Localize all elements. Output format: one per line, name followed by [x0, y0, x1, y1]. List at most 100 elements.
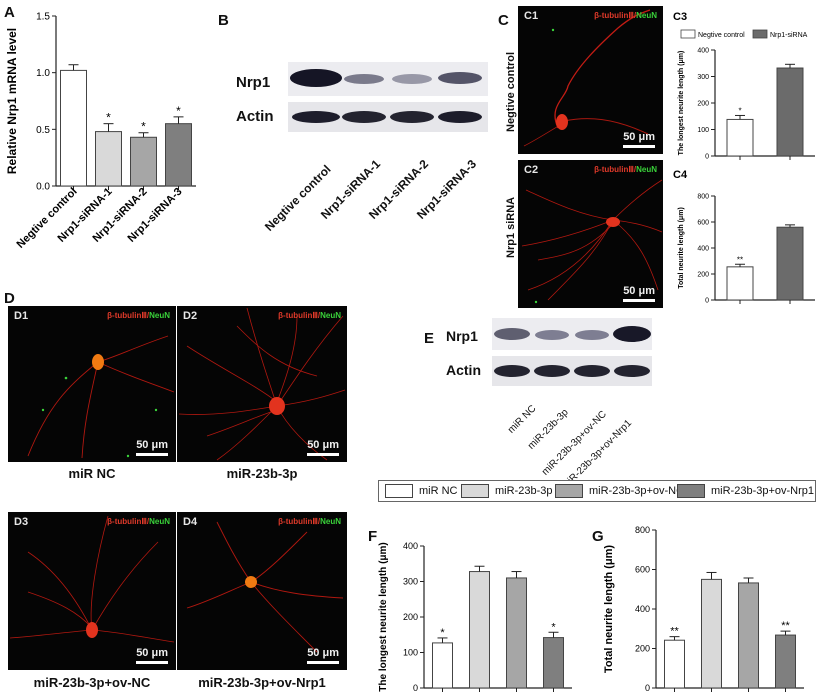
y-tick-label: 800 [635, 525, 650, 535]
band-e-nrp1-1 [494, 328, 530, 340]
blot-b-row-nrp1: Nrp1 [236, 74, 271, 91]
legend-swatch-1 [385, 484, 413, 498]
chart-c3-group: 0 100 200 300 400 The longest neurite length … [673, 11, 815, 160]
y-tick-label: 1.5 [36, 12, 50, 23]
c-row-label-top: Negtive control [505, 51, 517, 132]
y-tick-label: 0 [413, 683, 418, 693]
y-axis-label: Relative Nrp1 mRNA level [5, 28, 19, 174]
y-axis-label: Total neurite length (μm) [603, 545, 615, 673]
caption-d4: miR-23b-3p+ov-Nrp1 [198, 675, 326, 690]
bar-c3-2 [776, 67, 804, 157]
y-tick-label: 200 [697, 271, 709, 278]
micrograph-d2: D2 β-tubulinⅢ/NeuN 50 μm [177, 306, 347, 462]
panel-letter-b: B [218, 12, 229, 29]
band-e-nrp1-3 [575, 330, 609, 340]
y-tick-label: 0 [705, 297, 709, 304]
scale-bar-d2: 50 μm [307, 439, 339, 456]
y-tick-label: 800 [697, 193, 709, 200]
bar-c4-1 [726, 266, 754, 301]
stain-label-d3: β-tubulinⅢ/NeuN [107, 517, 170, 526]
band-b-actin-1 [292, 111, 340, 123]
y-tick-label: 0 [645, 683, 650, 693]
significance-mark: ** [670, 626, 679, 638]
chart-c4: 0 200 400 600 800 Total neurite length (μm) **… [673, 169, 815, 304]
micrograph-d2-tag: D2 [183, 310, 198, 322]
band-b-actin-2 [342, 111, 386, 123]
caption-d1: miR NC [68, 466, 116, 481]
legend-swatch-4 [677, 484, 705, 498]
legend-item-1: miR NC [385, 484, 458, 498]
micrograph-d1-tag: D1 [14, 310, 29, 322]
chart-c3: 0 100 200 300 400 The longest neurite length … [673, 11, 815, 160]
y-tick-label: 200 [697, 100, 709, 107]
panel-letter-f: F [368, 528, 378, 545]
chart-title: C4 [673, 169, 688, 181]
band-b-nrp1-1 [290, 69, 342, 87]
bar-g-4 [775, 634, 796, 689]
panel-letter-c: C [498, 12, 509, 29]
stain-label-c2: β-tubulinⅢ/NeuN [594, 165, 657, 174]
legend-label: Negtive control [698, 32, 745, 39]
bar-g-1 [664, 639, 685, 689]
bar-g-2 [701, 578, 722, 689]
bar-f-4 [543, 637, 564, 689]
panel-letter-d: D [4, 290, 15, 307]
chart-g-group: 0 200 400 600 800 Total neurite length (μm) **… [603, 525, 804, 693]
significance-mark: * [551, 621, 556, 633]
stain-label-d4: β-tubulinⅢ/NeuN [278, 517, 341, 526]
y-tick-label: 400 [697, 245, 709, 252]
chart-f-group: 0 100 200 300 400 The longest neurite length … [378, 541, 572, 693]
chart-title: C3 [673, 11, 687, 23]
significance-mark: * [176, 104, 181, 118]
legend-fg: miR NC miR-23b-3p miR-23b-3p+ov-NC miR-2… [378, 480, 816, 502]
y-tick-label: 300 [697, 74, 709, 81]
legend-item-2: miR-23b-3p [461, 484, 552, 498]
chart-f: 0 100 200 300 400 The longest neurite length … [378, 541, 572, 693]
blot-e-membrane [492, 318, 652, 386]
bar-c3-1 [726, 118, 754, 157]
band-e-actin-1 [494, 365, 530, 377]
y-axis-label: The longest neurite length (μm) [678, 51, 685, 156]
chart-g: 0 200 400 600 800 Total neurite length (μm) **… [603, 525, 804, 693]
y-tick-label: 300 [403, 577, 418, 587]
band-b-nrp1-3 [392, 74, 432, 84]
y-tick-label: 0 [705, 153, 709, 160]
band-b-actin-3 [390, 111, 434, 123]
legend-item-4: miR-23b-3p+ov-Nrp1 [677, 484, 814, 498]
c-row-label-bottom: Nrp1 siRNA [505, 196, 517, 258]
micrograph-d4: D4 β-tubulinⅢ/NeuN 50 μm [177, 512, 347, 670]
bar-f-1 [432, 642, 453, 689]
legend-swatch-2 [461, 484, 489, 498]
bar-a-1 [60, 69, 87, 187]
micrograph-c2: C2 β-tubulinⅢ/NeuN 50 μm [518, 160, 663, 308]
chart-c4-group: 0 200 400 600 800 Total neurite length (μm) **… [673, 169, 815, 304]
y-tick-label: 100 [697, 127, 709, 134]
band-b-nrp1-4 [438, 72, 482, 84]
panel-letter-g: G [592, 528, 604, 545]
significance-mark: ** [781, 620, 790, 632]
legend-swatch [680, 29, 696, 39]
y-axis-label: The longest neurite length (μm) [378, 542, 389, 691]
bar-c4-2 [776, 226, 804, 301]
micrograph-d1: D1 β-tubulinⅢ/NeuN 50 μm [8, 306, 176, 462]
band-e-actin-3 [574, 365, 610, 377]
band-e-nrp1-4 [613, 326, 651, 342]
band-b-actin-4 [438, 111, 482, 123]
legend-item-3: miR-23b-3p+ov-NC [555, 484, 684, 498]
chart-a: 0.0 0.5 1.0 1.5 Relative Nrp1 mRNA level Negt… [5, 12, 196, 250]
y-tick-label: 0.5 [36, 125, 50, 136]
caption-d3: miR-23b-3p+ov-NC [33, 675, 151, 690]
micrograph-d4-tag: D4 [183, 516, 198, 528]
significance-mark: * [141, 120, 146, 134]
micrograph-d3: D3 β-tubulinⅢ/NeuN 50 μm [8, 512, 176, 670]
panel-letter-e: E [424, 330, 435, 347]
blot-e-row-nrp1: Nrp1 [446, 328, 478, 344]
y-tick-label: 600 [635, 565, 650, 575]
y-axis-label: Total neurite length (μm) [678, 207, 685, 289]
scale-bar-d1: 50 μm [136, 439, 168, 456]
legend-swatch-3 [555, 484, 583, 498]
y-tick-label: 0.0 [36, 182, 50, 193]
x-tick-label: Negtive control [15, 186, 80, 250]
y-tick-label: 200 [403, 612, 418, 622]
bar-f-3 [506, 577, 527, 689]
